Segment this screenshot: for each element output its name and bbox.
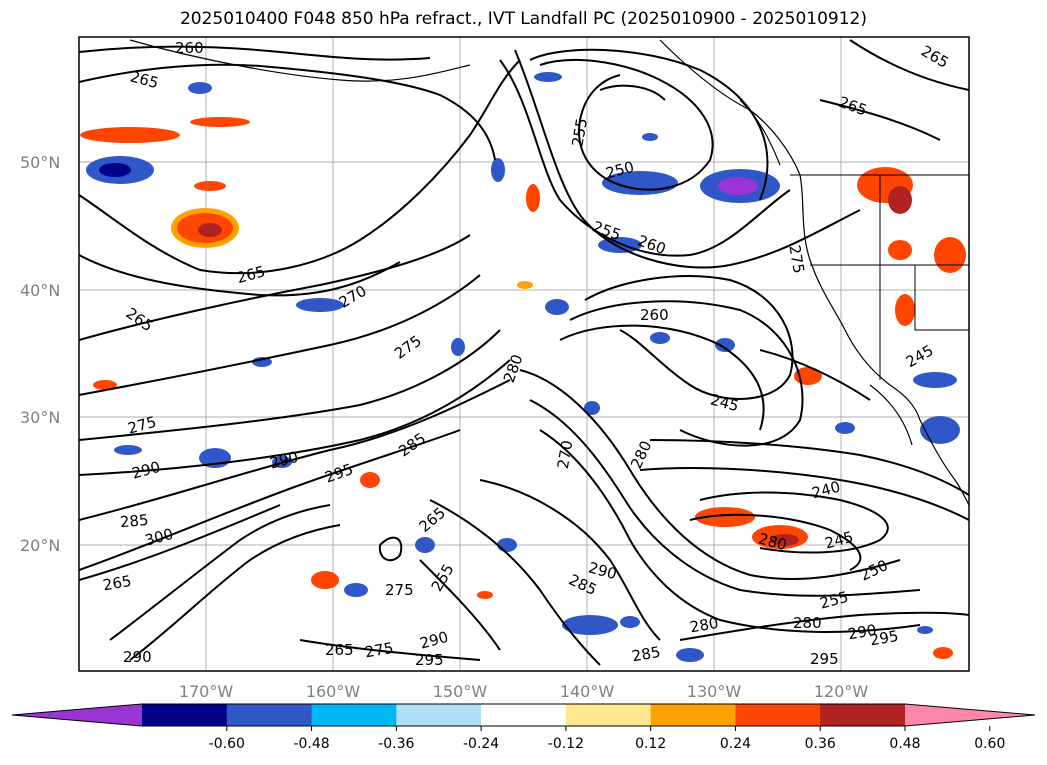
contour-label: 265 [101,572,132,595]
lon-label: 140°W [560,682,615,701]
colorbar-tick-label: 0.12 [635,736,666,752]
colorbar-segment [142,704,228,726]
colorbar-tick-label: -0.24 [463,736,499,752]
lat-label: 40°N [20,281,60,300]
contour-label: 295 [810,650,839,668]
colorbar-tick-label: 0.48 [889,736,920,752]
colorbar-tick-label: -0.48 [293,736,329,752]
lon-label: 150°W [433,682,488,701]
contour-label: 285 [630,643,661,666]
map-area [79,37,969,671]
lon-label: 170°W [179,682,234,701]
colorbar-segment [650,704,736,726]
colorbar-segment [311,704,397,726]
contour-label: 290 [123,648,152,666]
colorbar-outline [11,703,1036,727]
lat-label: 50°N [20,153,60,172]
colorbar-tick-label: -0.12 [548,736,584,752]
colorbar-segment [820,704,906,726]
lon-label: 120°W [814,682,869,701]
colorbar-tick-label: 0.36 [805,736,836,752]
contour-label: 260 [640,306,669,324]
contour-label: 280 [793,614,822,632]
coastlines [129,39,969,506]
ivt-anomaly-shading [80,72,966,662]
colorbar-tick-label: 0.24 [720,736,751,752]
colorbar: -0.60 -0.48 -0.36 -0.24 -0.12 0.12 0.24 0.36 0.4… [11,703,1036,752]
contour-label: 295 [415,651,444,669]
colorbar-extend-max [905,704,1035,726]
contour-label: 280 [688,614,719,637]
contour-label: 285 [119,511,149,531]
colorbar-segment [226,704,313,726]
longitude-labels: 170°W 160°W 150°W 140°W 130°W 120°W [179,682,869,701]
colorbar-tick-label: -0.36 [378,736,414,752]
colorbar-tick-label: 0.60 [974,736,1005,752]
contour-label: 255 [568,117,591,148]
colorbar-extend-min [12,704,142,726]
colorbar-segment [565,704,652,726]
contour-label: 265 [325,641,354,659]
contour-label: 275 [785,244,808,275]
map-title: 2025010400 F048 850 hPa refract., IVT La… [179,9,867,29]
colorbar-tick-label: -0.60 [209,736,245,752]
lon-label: 160°W [306,682,361,701]
colorbar-segment [735,704,821,726]
contour-label: 260 [175,39,204,57]
lat-label: 20°N [20,536,60,555]
contour-label: 290 [846,621,877,644]
contour-label: 275 [363,639,394,662]
colorbar-segment [396,704,482,726]
colorbar-segment [481,704,567,726]
map-frame [78,36,970,672]
latitude-labels: 50°N 40°N 30°N 20°N [20,153,60,555]
lat-label: 30°N [20,408,60,427]
lon-label: 130°W [687,682,742,701]
refractivity-contours [79,39,969,666]
contour-label: 275 [385,581,414,599]
contour-label: 295 [868,627,899,650]
contour-label: 270 [554,439,577,470]
